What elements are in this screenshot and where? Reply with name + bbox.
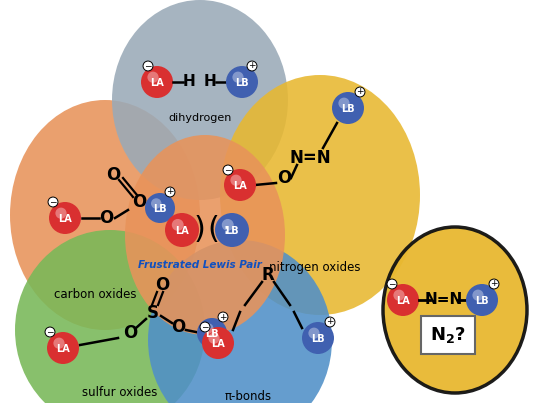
Circle shape [55, 208, 67, 219]
Text: O: O [277, 169, 291, 187]
Circle shape [226, 66, 258, 98]
Text: O: O [155, 276, 169, 294]
Circle shape [302, 322, 334, 354]
Ellipse shape [112, 0, 288, 200]
Text: −: − [46, 328, 54, 337]
Circle shape [472, 290, 484, 301]
Circle shape [147, 72, 158, 83]
Circle shape [141, 66, 173, 98]
Text: LA: LA [56, 344, 70, 354]
Text: +: + [166, 187, 174, 197]
Circle shape [145, 193, 175, 223]
Text: +: + [490, 280, 498, 289]
Circle shape [308, 328, 319, 339]
Text: −: − [201, 322, 209, 332]
Text: H: H [182, 75, 195, 89]
Circle shape [224, 169, 256, 201]
Circle shape [222, 219, 234, 231]
Text: S: S [147, 304, 159, 322]
Text: O: O [123, 324, 137, 342]
Text: :: : [223, 223, 229, 237]
Text: LB: LB [153, 204, 167, 214]
Text: $\mathbf{N_2}$?: $\mathbf{N_2}$? [430, 325, 466, 345]
Text: −: − [388, 280, 396, 289]
Text: N=N: N=N [425, 293, 463, 307]
Text: LB: LB [205, 329, 219, 339]
Circle shape [332, 92, 364, 124]
Text: O: O [132, 193, 146, 211]
Text: +: + [327, 318, 334, 326]
Text: LA: LA [211, 339, 225, 349]
Text: carbon oxides: carbon oxides [54, 289, 136, 301]
Circle shape [394, 290, 405, 301]
Text: LB: LB [235, 78, 249, 88]
Circle shape [172, 219, 183, 231]
Ellipse shape [220, 75, 420, 315]
Circle shape [54, 338, 64, 349]
Text: −: − [224, 166, 232, 174]
Text: LB: LB [311, 334, 325, 344]
Text: O: O [106, 166, 120, 184]
Text: LA: LA [150, 78, 164, 88]
Text: (: ( [207, 216, 219, 245]
Text: R: R [262, 266, 275, 284]
Circle shape [47, 332, 79, 364]
Circle shape [203, 323, 213, 334]
Text: +: + [219, 312, 227, 322]
Circle shape [387, 284, 419, 316]
Text: LB: LB [475, 296, 489, 306]
Ellipse shape [148, 240, 332, 403]
Text: LA: LA [396, 296, 410, 306]
Circle shape [165, 213, 199, 247]
Circle shape [230, 174, 241, 186]
Circle shape [49, 202, 81, 234]
Text: H: H [204, 75, 216, 89]
Circle shape [209, 332, 219, 344]
Text: O: O [99, 209, 113, 227]
Circle shape [233, 72, 244, 83]
Text: Frustrated Lewis Pair: Frustrated Lewis Pair [138, 260, 262, 270]
Text: −: − [144, 62, 152, 71]
Text: LB: LB [225, 226, 239, 236]
Circle shape [202, 327, 234, 359]
Circle shape [197, 318, 227, 348]
Circle shape [215, 213, 249, 247]
Text: LA: LA [175, 226, 189, 236]
Ellipse shape [10, 100, 200, 330]
Text: N=N: N=N [289, 149, 331, 167]
Text: ): ) [194, 216, 206, 245]
Text: LA: LA [233, 181, 247, 191]
Text: nitrogen oxides: nitrogen oxides [269, 262, 361, 274]
Circle shape [466, 284, 498, 316]
Ellipse shape [125, 135, 285, 335]
Text: −: − [49, 197, 57, 206]
Text: O: O [171, 318, 185, 336]
Text: +: + [356, 87, 364, 96]
Text: π-bonds: π-bonds [224, 391, 271, 403]
Text: sulfur oxides: sulfur oxides [82, 386, 158, 399]
Text: LB: LB [341, 104, 355, 114]
Text: dihydrogen: dihydrogen [168, 113, 232, 123]
Ellipse shape [383, 227, 527, 393]
Text: +: + [248, 62, 256, 71]
Circle shape [151, 198, 162, 209]
Circle shape [339, 98, 349, 109]
Ellipse shape [15, 230, 205, 403]
Text: LA: LA [58, 214, 72, 224]
